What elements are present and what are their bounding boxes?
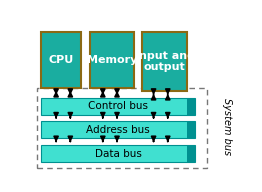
Text: Address bus: Address bus	[86, 125, 150, 135]
Bar	[187, 121, 195, 138]
Text: CPU: CPU	[48, 55, 74, 65]
Text: Data bus: Data bus	[95, 148, 141, 159]
Text: Control bus: Control bus	[88, 101, 148, 111]
Text: Memory: Memory	[87, 55, 137, 65]
Bar	[41, 121, 195, 138]
Bar	[143, 32, 187, 91]
Bar	[41, 32, 81, 88]
Text: Input and
output: Input and output	[135, 51, 195, 72]
Bar	[41, 98, 195, 115]
Bar	[41, 145, 195, 162]
Bar	[37, 88, 208, 168]
Bar	[187, 98, 195, 115]
Bar	[90, 32, 134, 88]
Bar	[187, 145, 195, 162]
Text: System bus: System bus	[222, 98, 232, 155]
